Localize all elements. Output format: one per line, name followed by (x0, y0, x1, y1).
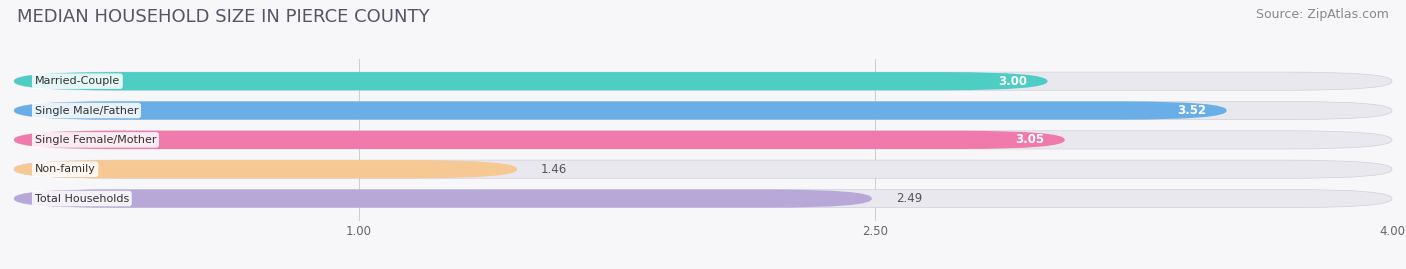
Text: 3.05: 3.05 (1015, 133, 1045, 146)
Text: Total Households: Total Households (35, 194, 129, 204)
Text: Non-family: Non-family (35, 164, 96, 174)
Text: 2.49: 2.49 (896, 192, 922, 205)
Text: MEDIAN HOUSEHOLD SIZE IN PIERCE COUNTY: MEDIAN HOUSEHOLD SIZE IN PIERCE COUNTY (17, 8, 429, 26)
Text: Source: ZipAtlas.com: Source: ZipAtlas.com (1256, 8, 1389, 21)
FancyBboxPatch shape (14, 189, 1392, 208)
FancyBboxPatch shape (14, 101, 1392, 120)
FancyBboxPatch shape (14, 189, 872, 208)
Text: 3.52: 3.52 (1177, 104, 1206, 117)
FancyBboxPatch shape (14, 160, 517, 178)
Text: 1.46: 1.46 (541, 163, 568, 176)
FancyBboxPatch shape (14, 72, 1392, 90)
FancyBboxPatch shape (14, 160, 1392, 178)
Text: Single Female/Mother: Single Female/Mother (35, 135, 156, 145)
FancyBboxPatch shape (14, 72, 1047, 90)
Text: Married-Couple: Married-Couple (35, 76, 120, 86)
FancyBboxPatch shape (14, 101, 1226, 120)
FancyBboxPatch shape (14, 131, 1392, 149)
FancyBboxPatch shape (14, 131, 1064, 149)
Text: Single Male/Father: Single Male/Father (35, 105, 138, 115)
Text: 3.00: 3.00 (998, 75, 1026, 88)
